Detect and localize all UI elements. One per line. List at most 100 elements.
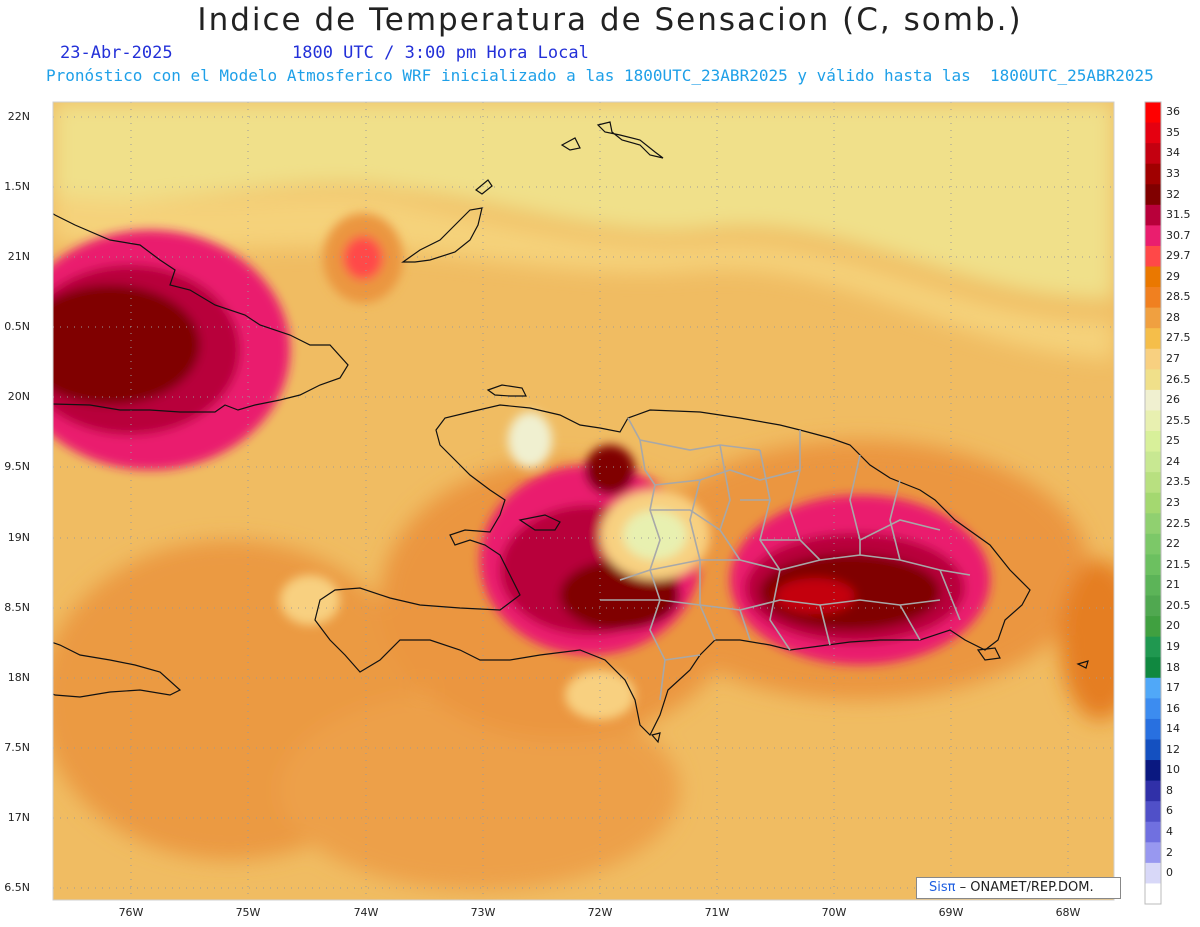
colorbar-label: 22.5 bbox=[1166, 516, 1191, 530]
colorbar-label: 35 bbox=[1166, 125, 1180, 139]
colorbar-swatch bbox=[1145, 245, 1161, 268]
colorbar-swatch bbox=[1145, 307, 1161, 329]
model-info-line: Pronóstico con el Modelo Atmosferico WRF… bbox=[46, 66, 1154, 85]
lat-label: 8.5N bbox=[4, 601, 30, 614]
colorbar-label: 19 bbox=[1166, 639, 1180, 653]
colorbar-swatch bbox=[1145, 636, 1161, 658]
lon-label: 68W bbox=[1055, 906, 1081, 919]
colorbar bbox=[1144, 101, 1162, 905]
cool-west-1 bbox=[280, 575, 340, 625]
colorbar-label: 14 bbox=[1166, 722, 1180, 736]
forecast-date: 23-Abr-2025 bbox=[60, 43, 173, 63]
lat-label: 22N bbox=[7, 110, 30, 123]
lon-label: 74W bbox=[353, 906, 379, 919]
tortuga bbox=[486, 384, 527, 397]
colorbar-swatch bbox=[1145, 369, 1161, 391]
zone-far-east bbox=[1060, 560, 1114, 720]
colorbar-swatch bbox=[1145, 451, 1161, 473]
colorbar-swatch bbox=[1145, 657, 1161, 679]
colorbar-label: 12 bbox=[1166, 742, 1180, 756]
colorbar-swatch bbox=[1145, 760, 1161, 782]
bahamas-mayaguana bbox=[474, 179, 493, 195]
colorbar-frame bbox=[1144, 101, 1162, 905]
colorbar-label: 29 bbox=[1166, 269, 1180, 283]
colorbar-label: 20.5 bbox=[1166, 598, 1191, 612]
lon-label: 76W bbox=[118, 906, 144, 919]
colorbar-swatch bbox=[1145, 143, 1161, 165]
hot-cuba-3 bbox=[53, 285, 200, 405]
lon-label: 69W bbox=[938, 906, 964, 919]
colorbar-swatch bbox=[1145, 780, 1161, 802]
hispaniola-coast bbox=[314, 404, 1031, 737]
colorbar-swatch bbox=[1145, 595, 1161, 617]
lat-label: 6.5N bbox=[4, 881, 30, 894]
colorbar-swatch bbox=[1145, 472, 1161, 494]
colorbar-label: 16 bbox=[1166, 701, 1180, 715]
lat-label: 7.5N bbox=[4, 741, 30, 754]
zone-north-mid bbox=[53, 193, 1114, 360]
colorbar-swatch bbox=[1145, 698, 1161, 720]
credit-box: Sisπ – ONAMET/REP.DOM. bbox=[916, 877, 1121, 899]
colorbar-label: 34 bbox=[1166, 146, 1180, 160]
lat-lon-grid bbox=[53, 102, 1114, 900]
colorbar-label: 18 bbox=[1166, 660, 1180, 674]
zone-south bbox=[280, 690, 680, 890]
beata-island bbox=[650, 732, 661, 744]
colorbar-swatch bbox=[1145, 348, 1161, 370]
colorbar-label: 27.5 bbox=[1166, 331, 1191, 345]
heat-index-field bbox=[53, 102, 1114, 900]
colorbar-swatch bbox=[1145, 122, 1161, 144]
colorbar-label: 25.5 bbox=[1166, 413, 1191, 427]
colorbar-swatch bbox=[1145, 513, 1161, 535]
turks-caicos-2 bbox=[596, 121, 664, 159]
turks-caicos-1 bbox=[560, 137, 581, 151]
lat-label: 19N bbox=[7, 531, 30, 544]
colorbar-label: 23.5 bbox=[1166, 475, 1191, 489]
colorbar-swatch bbox=[1145, 842, 1161, 864]
colorbar-swatch bbox=[1145, 554, 1161, 576]
lon-label: 72W bbox=[587, 906, 613, 919]
colorbar-label: 21 bbox=[1166, 578, 1180, 592]
colorbar-swatch bbox=[1145, 883, 1161, 905]
colorbar-label: 32 bbox=[1166, 187, 1180, 201]
lon-label: 75W bbox=[235, 906, 261, 919]
cool-center-2 bbox=[623, 510, 687, 560]
colorbar-label: 30.7 bbox=[1166, 228, 1191, 242]
colorbar-label: 0 bbox=[1166, 866, 1173, 880]
mona-island bbox=[1076, 660, 1089, 669]
colorbar-swatch bbox=[1145, 677, 1161, 699]
cool-north-1 bbox=[508, 412, 552, 468]
lat-label: 20N bbox=[7, 390, 30, 403]
colorbar-label: 4 bbox=[1166, 825, 1173, 839]
colorbar-label: 33 bbox=[1166, 166, 1180, 180]
lat-label: 9.5N bbox=[4, 460, 30, 473]
colorbar-label: 29.7 bbox=[1166, 249, 1191, 263]
colorbar-label: 31.5 bbox=[1166, 208, 1191, 222]
lon-label: 73W bbox=[470, 906, 496, 919]
colorbar-swatch bbox=[1145, 163, 1161, 185]
colorbar-swatch bbox=[1145, 184, 1161, 206]
colorbar-swatch bbox=[1145, 204, 1161, 226]
colorbar-label: 22 bbox=[1166, 537, 1180, 551]
colorbar-label: 10 bbox=[1166, 763, 1180, 777]
colorbar-label: 26.5 bbox=[1166, 372, 1191, 386]
colorbar-swatch bbox=[1145, 328, 1161, 350]
colorbar-label: 25 bbox=[1166, 434, 1180, 448]
colorbar-label: 23 bbox=[1166, 496, 1180, 509]
colorbar-swatch bbox=[1145, 739, 1161, 761]
province-borders bbox=[600, 417, 971, 701]
colorbar-swatch bbox=[1145, 862, 1161, 884]
hot-haiti-4 bbox=[585, 445, 635, 495]
colorbar-swatch bbox=[1145, 102, 1161, 124]
jamaica-coast bbox=[53, 642, 182, 698]
colorbar-swatch bbox=[1145, 266, 1161, 288]
lat-label: 21N bbox=[7, 250, 30, 263]
saona-island bbox=[976, 647, 1001, 661]
colorbar-swatch bbox=[1145, 431, 1161, 453]
colorbar-label: 28 bbox=[1166, 310, 1180, 324]
credit-brand: Sisπ bbox=[929, 880, 956, 895]
colorbar-label: 8 bbox=[1166, 783, 1173, 797]
lat-label: 18N bbox=[7, 671, 30, 684]
map-title: Indice de Temperatura de Sensacion (C, s… bbox=[197, 2, 1023, 38]
coastlines bbox=[53, 121, 1089, 744]
